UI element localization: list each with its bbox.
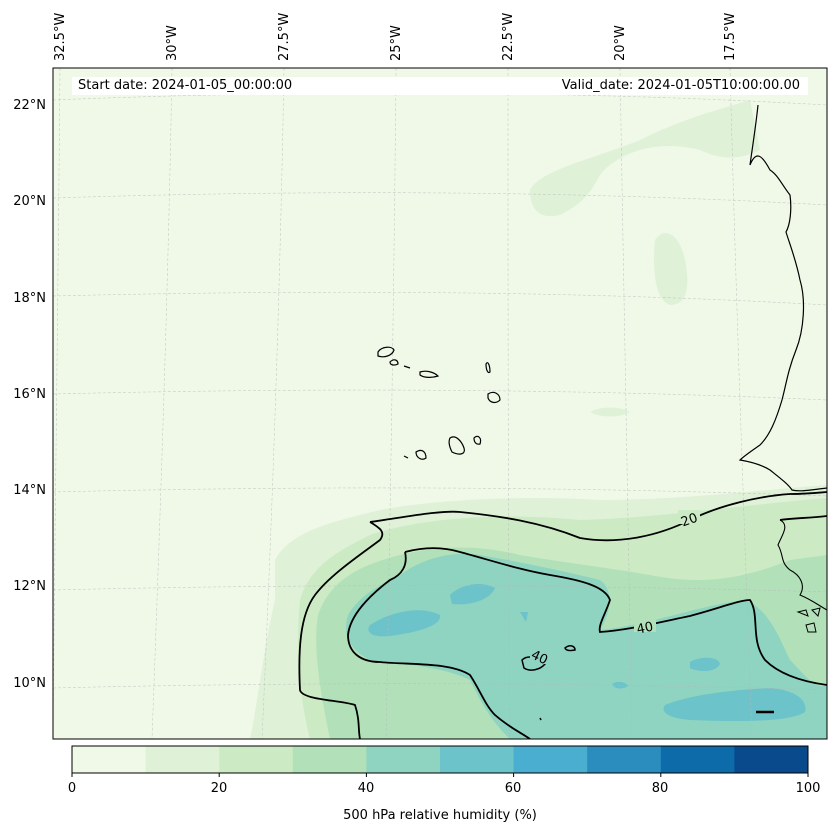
colorbar-tick-60: 60 (504, 781, 522, 796)
lat-label-22n: 22°N (13, 98, 46, 113)
colorbar-tick-0: 0 (67, 781, 77, 796)
humidity-band-10-20-blob (653, 232, 688, 305)
contour-40-west (347, 551, 531, 739)
colorbar-title: 500 hPa relative humidity (%) (343, 808, 537, 823)
contour-20-east (779, 515, 827, 521)
contour-label-40-east: 40 (635, 620, 654, 638)
valid-date-box: Valid_date: 2024-01-05T10:00:00.00 (492, 77, 808, 95)
lat-label-20n: 20°N (13, 194, 46, 209)
lat-label-14n: 14°N (13, 483, 46, 498)
contour-20-west (298, 521, 384, 739)
contour-40-dot (539, 717, 542, 721)
humidity-band-50-60-c (690, 657, 720, 672)
coastline-islands-guinea (796, 607, 821, 633)
map-frame (52, 67, 828, 740)
contour-40-small (521, 645, 576, 671)
humidity-band-50-60-f (520, 612, 528, 622)
lat-label-16n: 16°N (13, 387, 46, 402)
lat-label-18n: 18°N (13, 291, 46, 306)
contour-label-bg-2 (634, 618, 656, 632)
colorbar-tick-40: 40 (357, 781, 375, 796)
lon-label-27-5w: 27.5°W (277, 12, 292, 61)
humidity-band-50-60-a (368, 610, 441, 637)
colorbar-swatch (660, 746, 735, 773)
colorbar-swatch (587, 746, 662, 773)
colorbar-tick-80: 80 (651, 781, 669, 796)
colorbar-swatch (145, 746, 220, 773)
lon-label-32-5w: 32.5°W (53, 12, 68, 61)
contour-20 (369, 491, 827, 542)
colorbar (71, 746, 809, 777)
graticule (53, 68, 827, 739)
lon-label-25w: 25°W (389, 25, 404, 61)
lon-label-17-5w: 17.5°W (723, 12, 738, 61)
colorbar-tick-100: 100 (795, 781, 821, 796)
lat-label-12n: 12°N (13, 579, 46, 594)
contour-label-40-south: 40 (529, 648, 550, 669)
contour-label-bg-1 (678, 510, 700, 524)
colorbar-swatch (219, 746, 294, 773)
lon-label-30w: 30°W (165, 25, 180, 61)
colorbar-swatch (440, 746, 515, 773)
lon-label-20w: 20°W (613, 25, 628, 61)
lat-label-10n: 10°N (13, 676, 46, 691)
humidity-band-10-20-streak (590, 407, 630, 417)
lon-label-22-5w: 22.5°W (501, 12, 516, 61)
colorbar-tick-20: 20 (210, 781, 228, 796)
contour-label-20: 20 (679, 511, 700, 531)
colorbar-swatch (734, 746, 809, 773)
colorbar-frame (71, 745, 809, 774)
coastline-guinea (777, 519, 827, 611)
contour-40 (404, 547, 827, 686)
start-date-box: Start date: 2024-01-05_00:00:00 (72, 77, 498, 95)
colorbar-swatch (366, 746, 441, 773)
coastline-africa (738, 104, 827, 492)
valid-date-label: Valid_date: 2024-01-05T10:00:00.00 (561, 78, 800, 93)
colorbar-swatch (513, 746, 588, 773)
start-date-label: Start date: 2024-01-05_00:00:00 (78, 78, 293, 93)
humidity-band-10-20-north (530, 100, 760, 217)
humidity-band-50-60-b (450, 584, 495, 605)
colorbar-swatch (72, 746, 147, 773)
colorbar-swatch (292, 746, 367, 773)
contour-label-bg-3 (530, 650, 552, 664)
cape-verde-islands (377, 346, 501, 460)
